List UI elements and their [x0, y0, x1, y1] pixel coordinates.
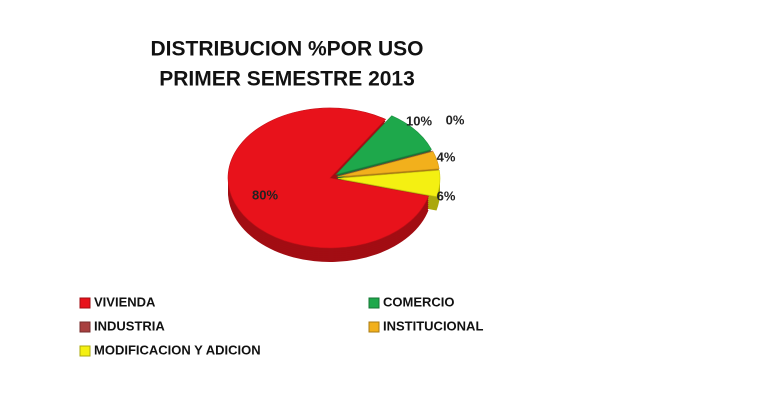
slice — [227, 107, 429, 249]
chart-subtitle: PRIMER SEMESTRE 2013 — [159, 68, 415, 91]
legend-swatch — [79, 297, 91, 309]
legend-swatch — [368, 297, 380, 309]
chart-title: DISTRIBUCION %POR USO — [150, 38, 423, 61]
value-label: 4% — [437, 149, 456, 164]
legend-label: MODIFICACION Y ADICION — [94, 342, 261, 357]
slice — [335, 115, 432, 176]
slice — [337, 170, 441, 197]
value-label: 0% — [446, 112, 465, 127]
legend-swatch — [79, 345, 91, 357]
slice — [337, 151, 440, 177]
legend-label: VIVIENDA — [94, 294, 156, 309]
legend-label: COMERCIO — [383, 294, 455, 309]
legend-swatch — [79, 321, 91, 333]
legend-label: INSTITUCIONAL — [383, 318, 483, 333]
value-label: 10% — [406, 113, 432, 128]
legend-label: INDUSTRIA — [94, 318, 165, 333]
value-label: 80% — [252, 187, 278, 202]
value-label: 6% — [437, 188, 456, 203]
legend-swatch — [368, 321, 380, 333]
